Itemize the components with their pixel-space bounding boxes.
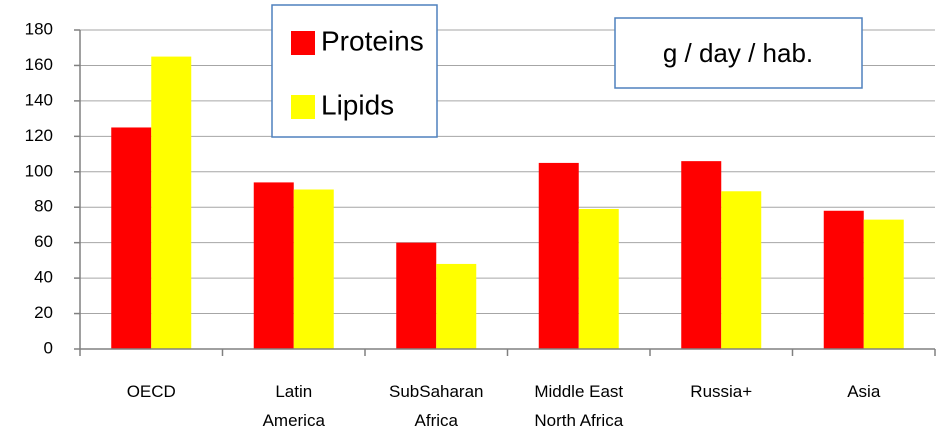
y-tick-label: 0 — [44, 338, 53, 357]
x-tick-label: Middle East North Africa — [534, 382, 623, 430]
x-tick-label: Russia+ — [690, 382, 752, 401]
bar — [823, 210, 864, 349]
y-tick-label: 140 — [25, 90, 53, 109]
legend-swatch — [291, 31, 315, 55]
x-tick-label: Asia — [847, 382, 881, 401]
bar — [293, 189, 334, 349]
y-tick-label: 180 — [25, 19, 53, 38]
bar — [721, 191, 762, 349]
legend-label: Proteins — [321, 25, 424, 56]
y-tick-label: 80 — [34, 197, 53, 216]
legend: Proteins Lipids — [291, 25, 424, 120]
bar — [151, 56, 192, 349]
y-tick-label: 100 — [25, 161, 53, 180]
bar — [681, 161, 722, 349]
y-tick-label: 20 — [34, 303, 53, 322]
bar — [253, 182, 294, 349]
plot: 0 20 40 60 80 100 120 140 160 180 OECD Latin America… — [25, 19, 936, 430]
bar — [578, 208, 619, 349]
legend-swatch — [291, 95, 315, 119]
x-tick-label: Latin America — [263, 382, 326, 430]
annotation-box — [614, 17, 863, 89]
y-tick-label: 120 — [25, 126, 53, 145]
bar — [396, 242, 437, 349]
bar — [436, 263, 477, 349]
bar — [111, 127, 152, 349]
y-tick-label: 40 — [34, 268, 53, 287]
y-tick-label: 160 — [25, 55, 53, 74]
legend-label: Lipids — [321, 89, 394, 120]
x-tick-label: SubSaharan Africa — [389, 382, 484, 430]
x-tick-label: OECD — [127, 382, 176, 401]
annotation: g / day / hab. — [663, 38, 813, 68]
bar — [863, 219, 904, 349]
bar — [538, 162, 579, 349]
y-tick-label: 60 — [34, 232, 53, 251]
